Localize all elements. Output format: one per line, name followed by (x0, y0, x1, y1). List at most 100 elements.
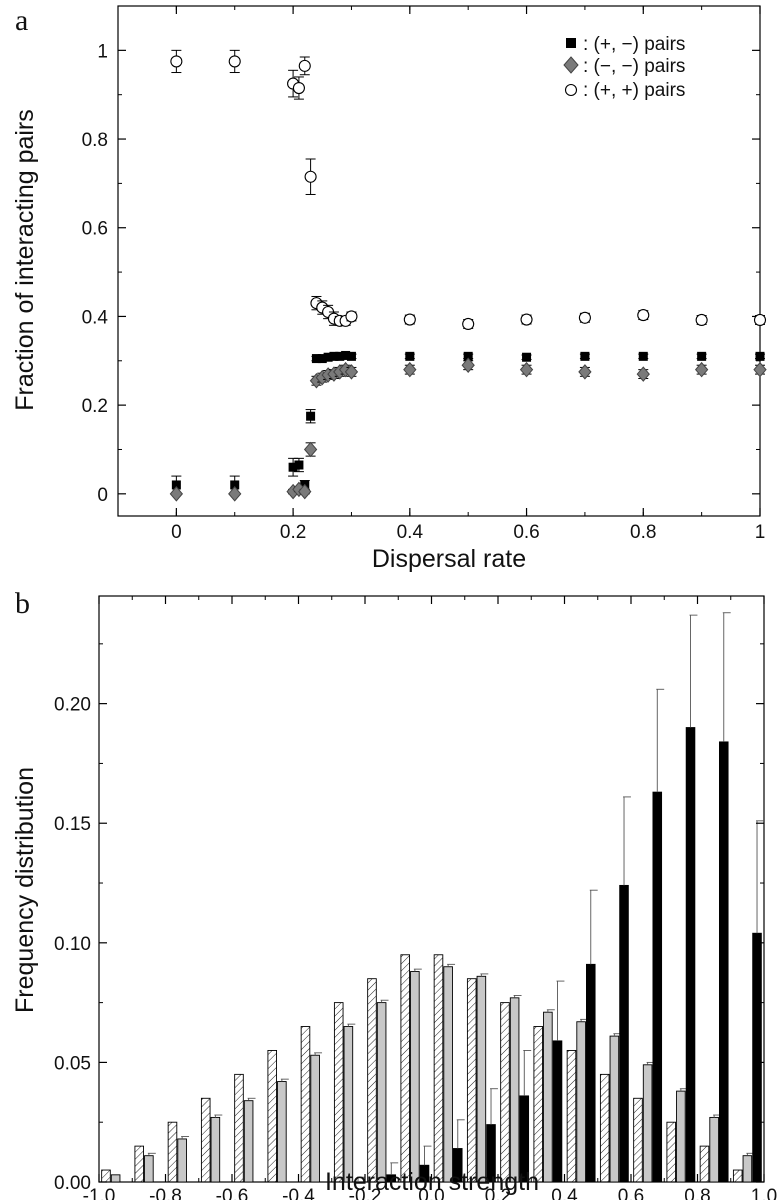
panel-b-x-tick-label: 1.0 (751, 1186, 777, 1200)
bar-hatched (666, 1121, 677, 1183)
point-minus-minus (753, 361, 767, 378)
panel-a-label: a (15, 4, 28, 37)
panel-a-y-tick-label: 0.8 (82, 130, 108, 151)
bar-hatched (400, 954, 411, 1183)
point-plus-minus (346, 351, 356, 361)
bar-hatched (200, 1097, 211, 1183)
panel-b-y-tick-label: 0.05 (54, 1053, 91, 1074)
point-plus-minus (171, 480, 181, 490)
panel-b-x-axis: -1.0 -0.8 -0.6 -0.4 -0.2 0.0 0.2 0.4 0.6 0.8 1.0 (83, 596, 777, 1200)
panel-b-y-tick-label: 0.00 (54, 1173, 91, 1194)
panel-b-x-tick-label: -0.6 (216, 1186, 249, 1200)
legend-label-minus-minus: : (−, −) pairs (583, 56, 685, 77)
panel-b-x-tick-label: 0.4 (551, 1186, 578, 1200)
bar-black (552, 1040, 563, 1183)
bar-gray (709, 1116, 719, 1183)
panel-a-y-axis-title: Fraction of interacting pairs (11, 109, 39, 411)
point-plus-minus (638, 351, 648, 361)
panel-a-plot-frame (117, 5, 761, 517)
bar-hatched (699, 1145, 710, 1183)
bar-gray (243, 1100, 254, 1183)
panel-b-y-axis: 0.00 0.05 0.10 0.15 0.20 (54, 643, 764, 1194)
panel-a-y-tick-label: 1 (97, 41, 108, 62)
bar-black (685, 727, 696, 1183)
point-minus-minus (636, 366, 650, 382)
point-minus-minus (694, 361, 709, 378)
bar-gray (443, 966, 453, 1183)
point-plus-minus (288, 462, 298, 472)
panel-b-x-tick-label: -0.2 (349, 1186, 382, 1200)
panel-a-x-tick-label: 0.2 (280, 522, 306, 543)
panel-b-x-tick-label: -0.4 (282, 1186, 315, 1200)
point-plus-minus (405, 351, 415, 361)
panel-a-y-tick-label: 0.4 (82, 307, 109, 328)
point-plus-plus (637, 309, 650, 322)
point-plus-minus (755, 351, 765, 361)
bar-hatched (433, 954, 444, 1183)
point-minus-minus (344, 364, 359, 380)
bar-hatched (732, 1169, 743, 1183)
bar-hatched (633, 1097, 643, 1183)
panel-a-x-tick-label: 0 (171, 522, 182, 543)
bar-hatched (167, 1121, 178, 1183)
panel-b-x-tick-label: -0.8 (149, 1186, 182, 1200)
panel-b-label: b (15, 587, 30, 620)
panel-a-data-points (169, 49, 767, 502)
panel-b-y-tick-label: 0.15 (54, 814, 91, 835)
panel-a-x-tick-label: 0.8 (630, 522, 656, 543)
point-plus-minus (329, 351, 339, 361)
point-plus-plus (578, 311, 591, 324)
point-plus-plus (298, 59, 311, 72)
bar-hatched (267, 1049, 278, 1183)
bar-gray (210, 1116, 221, 1183)
bar-hatched (599, 1073, 610, 1183)
bar-gray (676, 1090, 686, 1183)
panel-a-x-tick-label: 0.6 (513, 522, 539, 543)
panel-b-y-axis-title: Frequency distribution (11, 767, 39, 1013)
panel-b-bars (101, 612, 764, 1183)
bar-gray (376, 1002, 387, 1183)
legend-marker-plus-minus (566, 38, 576, 48)
bar-gray (310, 1054, 320, 1183)
point-plus-minus (317, 354, 327, 364)
legend-label-plus-minus: : (+, −) pairs (583, 34, 685, 55)
point-plus-minus (323, 352, 333, 362)
panel-b: b -1.0 -0.8 -0.6 -0.4 -0.2 0.0 0.2 0.4 0.6 0.8 1.0… (11, 587, 777, 1200)
bar-hatched (566, 1049, 577, 1183)
panel-a-y-axis: 0 0.2 0.4 0.6 0.8 1 (82, 41, 760, 506)
bar-hatched (367, 978, 377, 1183)
panel-b-plot-frame (98, 595, 765, 1183)
bar-gray (576, 1021, 586, 1183)
panel-a: a 0 0.2 0.4 0.6 0.8 1 0 0.2 0.4 0.6 0.8 1 Dispersa… (11, 4, 767, 573)
bar-black (619, 884, 629, 1183)
legend-label-plus-plus: : (+, +) pairs (583, 80, 685, 101)
point-plus-plus (170, 55, 183, 68)
bar-gray (410, 971, 420, 1183)
panel-b-x-tick-label: 0.2 (485, 1186, 511, 1200)
bar-hatched (101, 1169, 111, 1183)
panel-b-x-tick-label: -1.0 (83, 1186, 116, 1200)
bar-gray (343, 1026, 354, 1183)
panel-b-x-tick-label: 0.8 (684, 1186, 710, 1200)
point-plus-plus (403, 313, 416, 326)
point-minus-minus (461, 357, 475, 373)
bar-black (652, 791, 663, 1183)
bar-hatched (500, 1002, 510, 1183)
point-plus-minus (697, 351, 707, 361)
bar-hatched (234, 1073, 244, 1183)
bar-gray (144, 1155, 154, 1183)
bar-gray (543, 1011, 553, 1183)
panel-b-x-tick-label: 0.6 (618, 1186, 644, 1200)
point-plus-minus (306, 411, 316, 421)
point-plus-plus (520, 313, 533, 326)
bar-hatched (134, 1145, 145, 1183)
point-plus-minus (341, 350, 351, 360)
bar-black (585, 963, 596, 1183)
point-minus-minus (303, 441, 318, 458)
bar-black (718, 741, 729, 1183)
legend-marker-plus-plus (564, 83, 578, 97)
point-plus-plus (228, 55, 241, 68)
panel-b-y-tick-label: 0.10 (54, 934, 91, 955)
bar-gray (742, 1155, 753, 1183)
